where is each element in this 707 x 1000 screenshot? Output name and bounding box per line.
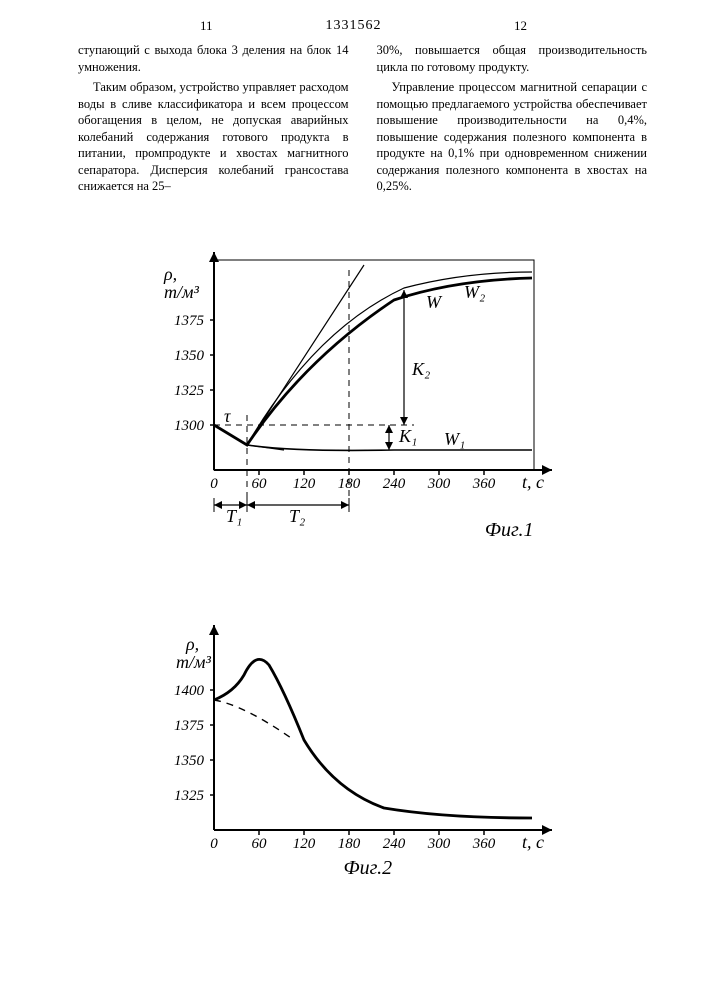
fig2-ytick-1325: 1325 [174,788,205,804]
left-column: ступающий с выхода блока 3 деления на бл… [78,42,349,199]
document-number: 1331562 [326,18,382,34]
fig2-y-axis-label: ρ, [185,634,199,654]
fig1-t2-label: T₂ [289,506,305,526]
fig2-x-axis-label: t, c [522,832,544,852]
fig2-xtick-300: 300 [426,836,450,852]
fig2-xtick-360: 360 [471,836,495,852]
fig1-curve-w1 [214,425,532,450]
fig1-y-axis-unit: т/м³ [164,282,199,302]
fig2-main-curve [214,659,532,818]
fig2-xtick-60: 60 [251,836,267,852]
fig1-curve-w2 [247,272,532,445]
fig1-w1-label: W₁ [444,429,465,449]
left-p2: Таким образом, устройство управляет расх… [78,79,349,195]
fig1-xtick-240: 240 [382,476,405,492]
fig1-xtick-60: 60 [251,476,267,492]
figure-1-label: Фиг.1 [485,519,534,542]
fig1-ytick-1350: 1350 [174,348,205,364]
fig1-y-axis-label: ρ, [163,264,177,284]
right-column: 30%, повышается общая производительность… [377,42,648,199]
fig2-y-axis-unit: т/м³ [176,652,211,672]
fig1-xtick-120: 120 [292,476,315,492]
fig1-ytick-1325: 1325 [174,383,205,399]
page-number-right: 12 [514,18,527,34]
fig2-ytick-1375: 1375 [174,718,205,734]
fig1-t1-label: T₁ [226,506,242,526]
fig1-xtick-0: 0 [210,476,218,492]
figure-2: 1325 1350 1375 1400 0 60 120 180 240 300… [144,620,564,880]
fig2-ytick-1400: 1400 [174,683,205,699]
fig2-xtick-180: 180 [337,836,360,852]
fig1-k2-label: K₂ [411,359,430,379]
figure-1: 1300 1325 1350 1375 0 60 120 180 240 300… [144,250,564,540]
fig1-k1-label: K₁ [398,426,417,446]
page-number-left: 11 [200,18,213,34]
fig2-xtick-0: 0 [210,836,218,852]
fig1-x-axis-label: t, c [522,472,544,492]
fig2-dashed-curve [214,700,294,740]
fig1-curve-w [214,278,532,445]
fig1-ytick-1300: 1300 [174,418,205,434]
figure-2-label: Фиг.2 [344,857,393,880]
fig1-w-label: W [426,292,443,312]
text-columns: ступающий с выхода блока 3 деления на бл… [78,42,647,199]
fig2-xtick-120: 120 [292,836,315,852]
fig2-xtick-240: 240 [382,836,405,852]
fig1-tau-label: τ [224,406,231,426]
left-p1: ступающий с выхода блока 3 деления на бл… [78,42,349,75]
fig1-xtick-300: 300 [426,476,450,492]
figure-1-svg: 1300 1325 1350 1375 0 60 120 180 240 300… [144,250,564,540]
fig1-ytick-1375: 1375 [174,313,205,329]
fig1-xtick-360: 360 [471,476,495,492]
fig2-ytick-1350: 1350 [174,753,205,769]
right-p1: 30%, повышается общая производительность… [377,42,648,75]
fig1-w2-label: W₂ [464,282,485,302]
figure-2-svg: 1325 1350 1375 1400 0 60 120 180 240 300… [144,620,564,880]
right-p2: Управление процессом магнитной сепарации… [377,79,648,195]
